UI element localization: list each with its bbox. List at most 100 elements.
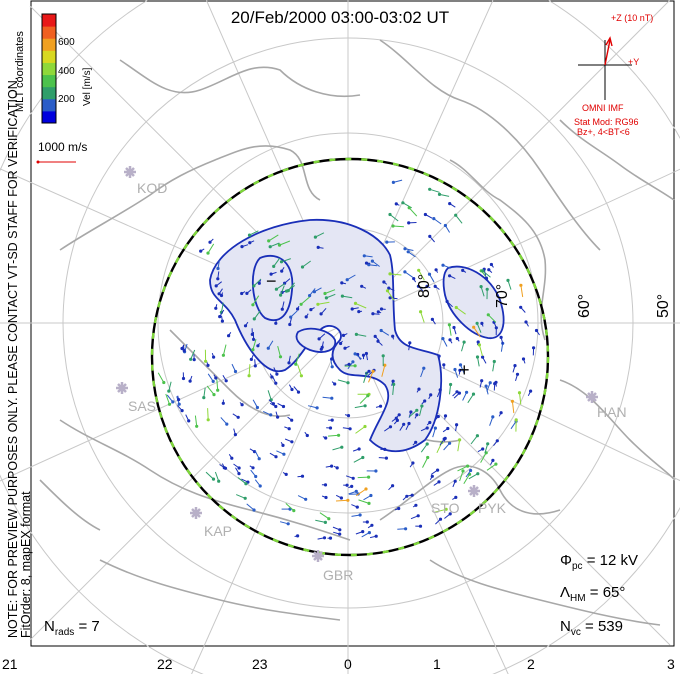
velocity-vector	[267, 390, 272, 400]
velocity-vector	[492, 361, 495, 372]
vector-origin	[202, 396, 206, 400]
velocity-vector	[365, 353, 368, 361]
velocity-vector	[262, 410, 271, 416]
velocity-vector	[277, 345, 281, 357]
velocity-vector	[206, 361, 209, 366]
velocity-vector	[241, 478, 249, 483]
velocity-vector	[331, 381, 336, 385]
velocity-vector	[510, 421, 517, 430]
velocity-vector	[374, 336, 380, 341]
velocity-vector	[428, 394, 432, 400]
velocity-vector	[241, 244, 249, 248]
velocity-vector	[320, 307, 327, 315]
phi-pc-value: 12 kV	[599, 552, 638, 569]
velocity-vector	[500, 343, 504, 352]
velocity-vector	[426, 285, 431, 289]
velocity-vector	[369, 535, 377, 539]
imf-y-label: +Y	[628, 57, 640, 67]
velocity-vector	[269, 373, 273, 378]
velocity-vector	[490, 460, 494, 466]
velocity-vector	[435, 518, 441, 525]
velocity-vector	[177, 405, 183, 411]
velocity-vector	[418, 270, 425, 281]
velocity-vector	[331, 354, 334, 360]
velocity-vectors	[157, 179, 540, 540]
velocity-vector	[327, 434, 339, 437]
colorbar-unit-label: Vel [m/s]	[82, 67, 93, 106]
lambda-hm-stat: ΛHM = 65°	[560, 584, 626, 604]
velocity-vector	[488, 269, 493, 273]
velocity-vector	[434, 416, 439, 422]
velocity-vector	[221, 315, 223, 322]
velocity-vector	[358, 499, 370, 504]
lambda-hm-value: 65°	[602, 584, 626, 601]
velocity-vector	[449, 384, 452, 395]
vector-origin	[214, 306, 218, 310]
velocity-vector	[372, 260, 380, 267]
velocity-vector	[246, 289, 252, 294]
velocity-vector	[194, 415, 198, 427]
velocity-vector	[203, 387, 206, 398]
velocity-vector	[228, 454, 233, 459]
velocity-vector	[332, 446, 342, 451]
colorbar-tick-200: 200	[58, 94, 75, 105]
velocity-vector	[297, 475, 303, 478]
velocity-vector	[449, 203, 456, 208]
velocity-vector	[252, 295, 260, 306]
velocity-vector	[392, 336, 394, 340]
vector-origin	[221, 401, 225, 405]
velocity-vector	[276, 283, 285, 290]
velocity-vector	[470, 435, 478, 445]
velocity-vector	[239, 402, 243, 406]
map-title: 20/Feb/2000 03:00-03:02 UT	[230, 8, 450, 27]
velocity-vector	[462, 392, 468, 401]
velocity-vector	[220, 417, 228, 425]
velocity-vector	[392, 384, 395, 395]
velocity-vector	[207, 243, 215, 254]
velocity-vector	[485, 277, 489, 282]
vector-origin	[418, 524, 423, 528]
velocity-vector	[216, 379, 219, 391]
velocity-vector	[408, 207, 418, 217]
site-label-sto: STO	[431, 500, 460, 516]
velocity-vector	[307, 405, 318, 409]
velocity-vector	[462, 269, 467, 273]
n-rads-value: 7	[91, 618, 100, 635]
velocity-vector	[409, 462, 414, 468]
velocity-colorbar	[41, 13, 57, 124]
velocity-vector	[405, 423, 410, 431]
velocity-vector	[395, 414, 400, 418]
velocity-vector	[412, 504, 417, 508]
velocity-vector	[284, 438, 293, 443]
radar-site-marker	[124, 166, 136, 178]
velocity-vector	[281, 267, 285, 272]
velocity-vector	[215, 304, 218, 309]
velocity-vector	[378, 457, 387, 459]
colorbar-segment	[42, 98, 56, 112]
coastlines	[39, 39, 676, 626]
velocity-vector	[468, 473, 479, 480]
velocity-vector	[351, 504, 358, 508]
velocity-vector	[353, 457, 364, 463]
velocity-vector	[476, 323, 482, 333]
velocity-vector	[297, 364, 302, 376]
velocity-vector	[190, 349, 196, 360]
velocity-vector	[268, 234, 279, 242]
velocity-vector	[444, 225, 451, 233]
velocity-vector	[211, 352, 215, 358]
velocity-vector	[337, 379, 349, 384]
velocity-vector	[420, 311, 425, 323]
velocity-vector	[388, 485, 393, 491]
velocity-vector	[375, 405, 381, 408]
velocity-vector	[384, 426, 391, 432]
velocity-vector	[237, 477, 247, 485]
velocity-vector	[185, 414, 190, 422]
velocity-vector	[288, 384, 293, 390]
velocity-vector	[250, 469, 257, 477]
velocity-vector	[322, 436, 326, 439]
radar-site-marker	[312, 550, 324, 562]
velocity-vector	[252, 339, 257, 350]
velocity-vector	[436, 389, 441, 398]
velocity-vector	[332, 526, 340, 531]
